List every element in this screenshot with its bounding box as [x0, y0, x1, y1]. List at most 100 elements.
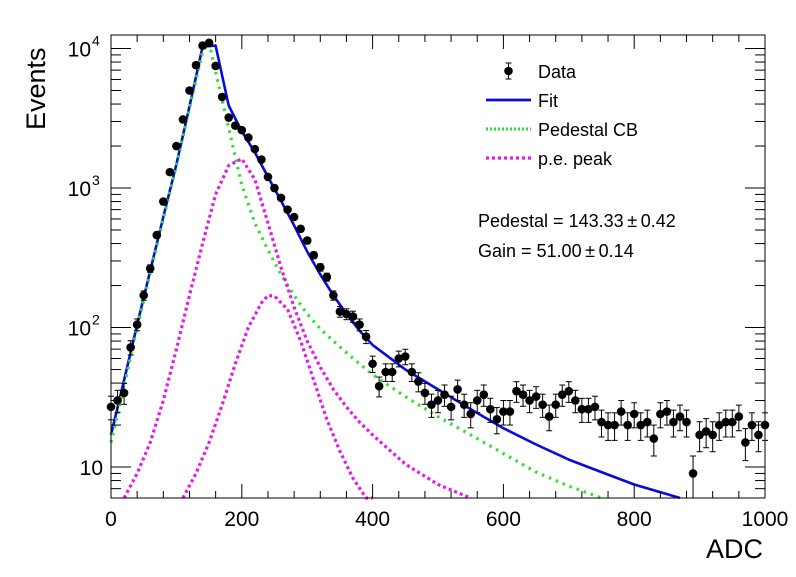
data-point [185, 86, 194, 95]
x-tick-label: 200 [224, 508, 259, 531]
data-point [309, 250, 319, 260]
legend-item-pedestal-cb: Pedestal CB [486, 120, 638, 140]
data-point [466, 402, 476, 429]
data-point [322, 272, 332, 282]
data-point [682, 409, 691, 438]
y-tick-label-exponent: 2 [92, 312, 100, 328]
data-point [629, 402, 639, 429]
data-point [728, 409, 737, 438]
data-point [714, 412, 724, 441]
data-point [656, 402, 665, 429]
data-point [499, 399, 508, 426]
data-point [512, 381, 521, 403]
data-point [616, 399, 626, 426]
data-point [276, 193, 286, 203]
data-point [701, 418, 711, 449]
data-point [538, 393, 547, 418]
data-point [132, 318, 142, 332]
y-tick-label: 10 [68, 39, 91, 62]
data-point [649, 424, 659, 457]
data-point [145, 264, 155, 273]
data-point [257, 155, 266, 164]
data-point [329, 290, 338, 301]
data-point [401, 348, 410, 366]
data-point [734, 404, 744, 432]
legend-item-p-e-peak: p.e. peak [486, 149, 613, 169]
data-point [708, 421, 717, 453]
data-point [374, 376, 384, 398]
x-axis-label: ADC [706, 534, 763, 564]
data-point [675, 404, 685, 432]
data-point [590, 395, 600, 421]
data-point [152, 230, 162, 240]
data-point [427, 393, 436, 418]
data-point [335, 306, 345, 318]
legend-label: Data [538, 62, 577, 82]
data-point [472, 389, 482, 414]
legend-item-data: Data [504, 62, 577, 82]
data-point [394, 350, 404, 368]
data-point [531, 386, 541, 409]
data-point [669, 409, 678, 438]
fit-result-annotation: Pedestal = 143.33 ± 0.42 [478, 211, 676, 231]
data-point [642, 409, 652, 438]
data-point [178, 115, 188, 124]
y-tick-label: 10 [80, 457, 103, 480]
data-point [119, 382, 129, 405]
fit-result-annotation: Gain = 51.00 ± 0.14 [478, 241, 634, 261]
data-point [126, 340, 135, 356]
data-point [662, 399, 672, 426]
data-point [361, 329, 371, 345]
data-point [492, 407, 502, 435]
data-point [486, 397, 495, 423]
data-point [571, 389, 580, 414]
data-point [597, 409, 606, 438]
data-point [204, 38, 214, 48]
data-point [217, 92, 227, 102]
data-point [741, 428, 750, 462]
data-point [355, 318, 364, 332]
y-tick-label-exponent: 4 [92, 33, 100, 49]
data-point [610, 412, 619, 441]
data-point [603, 412, 613, 441]
data-point [381, 363, 390, 382]
data-point [721, 409, 731, 438]
data-point [695, 421, 704, 453]
data-point [289, 212, 299, 222]
data-point [296, 224, 305, 234]
data-point [446, 395, 456, 421]
legend-label: p.e. peak [538, 149, 613, 169]
data-point [191, 60, 201, 70]
data-point [544, 404, 554, 432]
data-point [584, 397, 593, 423]
plot-frame [110, 34, 766, 499]
data-point [636, 412, 646, 441]
data-point [577, 397, 587, 423]
legend-item-fit: Fit [486, 91, 558, 111]
data-point [564, 381, 574, 403]
data-point [407, 363, 417, 382]
data-point [368, 355, 377, 374]
data-point [623, 412, 632, 441]
data-point [453, 379, 462, 401]
data-point [230, 121, 240, 130]
data-point [139, 290, 148, 301]
data-point [237, 125, 247, 135]
x-tick-label: 1000 [742, 508, 789, 531]
data-point [420, 382, 430, 405]
data-point [315, 263, 325, 272]
data-point [270, 183, 279, 193]
data-point [165, 167, 175, 177]
data-point [211, 61, 220, 71]
data-point [459, 393, 469, 418]
x-tick-label: 400 [355, 508, 390, 531]
legend-label: Pedestal CB [538, 120, 638, 140]
y-tick-label-exponent: 3 [92, 172, 100, 188]
data-point [224, 113, 234, 122]
data-point [557, 384, 567, 407]
data-point [263, 172, 273, 182]
data-point [387, 363, 397, 382]
data-point [754, 421, 763, 453]
data-point [348, 310, 358, 323]
data-point [505, 399, 515, 426]
